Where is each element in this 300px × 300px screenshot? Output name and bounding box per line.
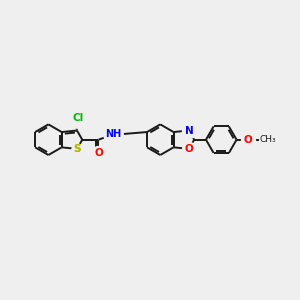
Text: N: N (184, 125, 193, 136)
Text: O: O (244, 135, 253, 145)
Text: S: S (73, 144, 81, 154)
Text: O: O (94, 148, 103, 158)
Text: NH: NH (105, 129, 121, 140)
Text: O: O (184, 144, 193, 154)
Text: Cl: Cl (73, 113, 84, 123)
Text: CH₃: CH₃ (260, 135, 276, 144)
Text: S: S (73, 144, 80, 154)
